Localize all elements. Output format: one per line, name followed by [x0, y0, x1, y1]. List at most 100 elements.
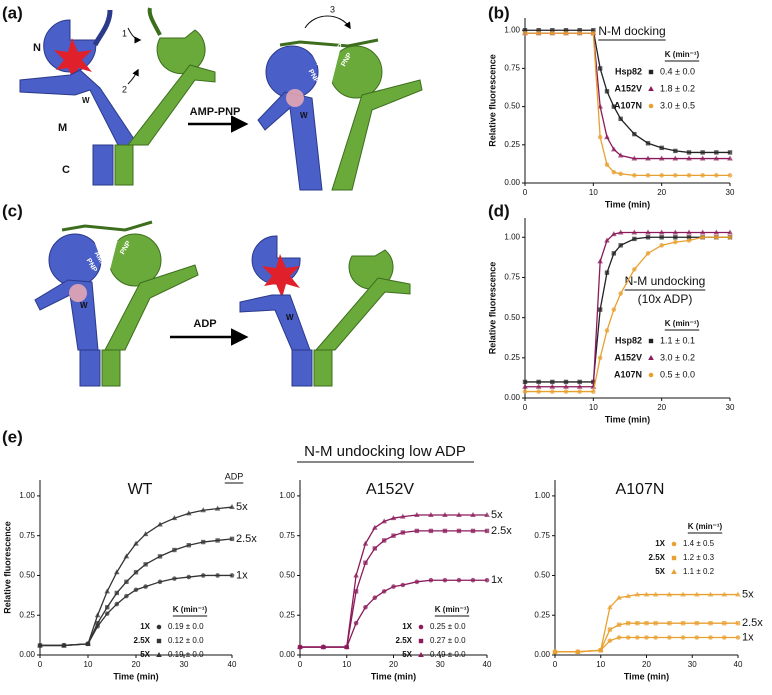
y-axis-label: Relative fluorescence: [487, 262, 497, 355]
x-tick-label: 20: [657, 403, 666, 412]
y-tick-label: 0.50: [19, 571, 35, 580]
strap: [61, 220, 153, 232]
data-point: [414, 512, 420, 517]
legend-label: 5X: [655, 567, 665, 576]
data-point: [470, 528, 476, 534]
y-tick-label: 1.00: [504, 25, 520, 34]
data-point: [653, 635, 658, 640]
data-point: [597, 258, 603, 264]
legend-marker: [648, 372, 654, 378]
data-point: [414, 528, 420, 534]
data-point: [635, 635, 640, 640]
legend-rate: 0.4 ± 0.0: [660, 66, 695, 76]
chart-title: N-M docking: [598, 24, 665, 38]
data-point: [363, 560, 368, 565]
data-point: [604, 89, 610, 94]
data-point: [200, 507, 206, 513]
data-point: [456, 528, 462, 534]
y-tick-label: 1.00: [504, 232, 520, 241]
data-point: [229, 573, 235, 578]
data-point: [133, 540, 139, 546]
data-point: [632, 173, 637, 178]
x-tick-label: 30: [180, 660, 189, 669]
data-point: [85, 640, 91, 646]
data-point: [616, 622, 622, 627]
data-point: [522, 30, 528, 36]
data-point: [391, 584, 396, 589]
data-point: [186, 574, 192, 580]
m-domain: [331, 79, 423, 191]
data-point: [694, 620, 700, 626]
x-tick-label: 10: [589, 188, 598, 197]
legend-label: Hsp82: [615, 66, 642, 76]
data-point: [672, 229, 679, 235]
data-point: [133, 587, 139, 593]
m-domain: [34, 279, 99, 351]
diagram-a: N M C W 1 2 AMP-PNP AMP PNP AMP PNP W 3: [19, 4, 423, 191]
data-point: [186, 543, 191, 548]
legend-rate: 1.4 ± 0.5: [683, 539, 715, 548]
data-point: [672, 155, 679, 161]
end-label: 1x: [236, 569, 248, 581]
data-point: [645, 251, 651, 256]
c-domain: [114, 144, 134, 186]
data-point: [597, 307, 603, 312]
data-point: [390, 515, 397, 521]
arrow: [304, 15, 351, 30]
data-point: [563, 383, 569, 389]
panel-label: (e): [2, 427, 23, 446]
data-point: [611, 231, 617, 237]
data-point: [611, 104, 617, 109]
legend-marker: [648, 355, 654, 360]
x-tick-label: 20: [132, 660, 141, 669]
data-point: [604, 162, 610, 167]
legend-label: 2.5X: [134, 636, 151, 645]
data-point: [61, 642, 67, 648]
data-point: [372, 595, 378, 601]
data-point: [157, 521, 163, 527]
y-tick-label: 1.00: [19, 491, 35, 500]
data-point: [607, 638, 613, 643]
data-point: [618, 291, 623, 296]
data-point: [707, 591, 714, 597]
series-line: [525, 231, 730, 388]
step-label: 3: [330, 4, 335, 14]
data-point: [686, 238, 692, 243]
series-line: [525, 32, 730, 160]
y-tick-label: 0.50: [279, 571, 295, 580]
x-tick-label: 0: [523, 188, 528, 197]
data-point: [362, 540, 369, 546]
data-point: [714, 150, 719, 155]
end-label: 5x: [742, 588, 754, 600]
data-point: [645, 235, 651, 240]
data-point: [381, 538, 387, 543]
data-point: [611, 307, 617, 312]
data-point: [618, 243, 623, 248]
data-point: [576, 383, 583, 389]
data-point: [632, 131, 637, 137]
m-domain: [239, 294, 311, 351]
data-point: [616, 635, 622, 640]
w-label: W: [80, 301, 88, 310]
data-point: [735, 591, 741, 597]
legend-label: A107N: [614, 100, 642, 110]
data-point: [699, 229, 706, 235]
legend-rate: 0.27 ± 0.0: [430, 636, 466, 645]
data-point: [617, 229, 624, 235]
data-point: [635, 620, 640, 626]
legend-title: K (min⁻¹): [688, 522, 723, 531]
legend-rate: 3.0 ± 0.5: [660, 100, 695, 110]
y-tick-label: 0.00: [534, 650, 550, 659]
data-point: [686, 235, 692, 240]
cleft: [310, 50, 340, 90]
data-point: [700, 150, 705, 155]
data-point: [607, 627, 613, 632]
data-point: [372, 524, 378, 530]
data-point: [470, 577, 476, 583]
data-point: [171, 515, 178, 521]
data-point: [604, 328, 610, 333]
data-point: [172, 576, 177, 581]
data-point: [699, 155, 706, 161]
x-axis-label: Time (min): [371, 671, 416, 681]
data-point: [577, 30, 582, 36]
